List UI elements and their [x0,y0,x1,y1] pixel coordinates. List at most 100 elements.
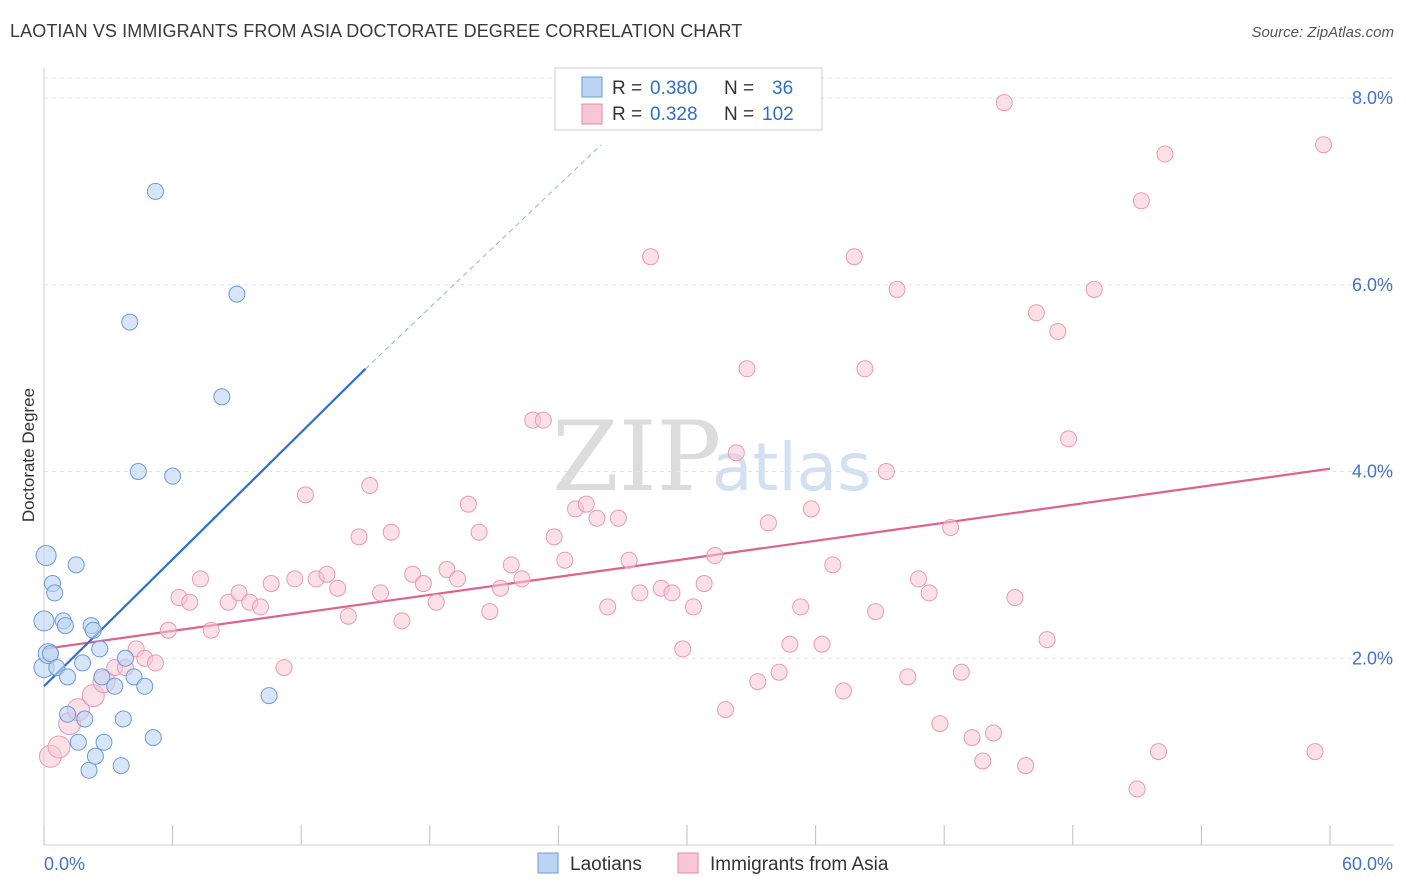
point-laotians [69,733,87,751]
point-laotians [56,617,74,635]
point-laotians [112,757,130,775]
point-immigrants-from-asia [867,603,885,621]
point-immigrants-from-asia [339,607,357,625]
point-immigrants-from-asia [663,584,681,602]
series-legend: Laotians Immigrants from Asia [537,852,889,875]
point-laotians [125,668,143,686]
legend-swatch-laotians [581,76,603,98]
point-laotians [41,645,59,663]
point-laotians [46,584,64,602]
point-laotians [86,747,104,765]
point-immigrants-from-asia [942,519,960,537]
point-immigrants-from-asia [1017,757,1035,775]
point-laotians [136,677,154,695]
point-immigrants-from-asia [1006,589,1024,607]
y-tick-label: 8.0% [1352,88,1393,108]
stats-legend: R = 0.380 N = 36 R = 0.328 N = 102 [554,67,823,131]
point-immigrants-from-asia [296,486,314,504]
point-immigrants-from-asia [361,477,379,495]
point-laotians [129,463,147,481]
point-immigrants-from-asia [556,551,574,569]
point-immigrants-from-asia [834,682,852,700]
point-laotians [228,285,246,303]
point-immigrants-from-asia [492,579,510,597]
point-laotians [33,610,55,632]
point-immigrants-from-asia [695,575,713,593]
point-immigrants-from-asia [984,724,1002,742]
point-immigrants-from-asia [781,635,799,653]
series-legend-swatch-laotians [537,852,559,874]
point-immigrants-from-asia [877,463,895,481]
point-immigrants-from-asia [631,584,649,602]
trend-line-immigrants [43,467,1331,651]
point-laotians [213,388,231,406]
point-immigrants-from-asia [502,556,520,574]
point-immigrants-from-asia [952,663,970,681]
point-immigrants-from-asia [609,509,627,527]
point-immigrants-from-asia [1315,136,1333,154]
y-axis-label: Doctorate Degree [19,388,38,522]
point-laotians [59,668,77,686]
point-immigrants-from-asia [920,584,938,602]
point-immigrants-from-asia [1060,430,1078,448]
point-immigrants-from-asia [393,612,411,630]
source-credit: Source: ZipAtlas.com [1251,24,1394,41]
point-immigrants-from-asia [588,509,606,527]
point-immigrants-from-asia [481,603,499,621]
point-immigrants-from-asia [792,598,810,616]
point-immigrants-from-asia [749,673,767,691]
x-axis-ticks [43,825,1331,845]
legend-n-label-2: N = [724,104,754,125]
point-laotians [76,710,94,728]
point-immigrants-from-asia [459,495,477,513]
point-immigrants-from-asia [717,701,735,719]
point-immigrants-from-asia [350,528,368,546]
point-immigrants-from-asia [824,556,842,574]
point-immigrants-from-asia [181,593,199,611]
point-laotians [84,621,102,639]
point-immigrants-from-asia [974,752,992,770]
point-immigrants-from-asia [318,565,336,583]
point-immigrants-from-asia [899,668,917,686]
point-immigrants-from-asia [1027,304,1045,322]
point-immigrants-from-asia [47,735,71,759]
legend-n-label-1: N = [724,78,754,99]
point-laotians [146,182,164,200]
point-immigrants-from-asia [706,547,724,565]
point-immigrants-from-asia [1128,780,1146,798]
legend-r-value-1: 0.380 [650,78,698,99]
point-immigrants-from-asia [1038,631,1056,649]
series-legend-label-immigrants: Immigrants from Asia [710,854,889,875]
point-immigrants-from-asia [534,411,552,429]
point-laotians [164,467,182,485]
point-immigrants-from-asia [329,579,347,597]
point-immigrants-from-asia [513,570,531,588]
point-immigrants-from-asia [620,551,638,569]
watermark-atlas: atlas [712,429,872,506]
point-immigrants-from-asia [759,514,777,532]
y-tick-label: 4.0% [1352,462,1393,482]
point-laotians [93,668,111,686]
point-immigrants-from-asia [159,621,177,639]
point-immigrants-from-asia [727,444,745,462]
point-immigrants-from-asia [674,640,692,658]
point-immigrants-from-asia [438,561,456,579]
point-laotians [121,313,139,331]
point-immigrants-from-asia [470,523,488,541]
x-tick-label-min: 0.0% [44,854,85,874]
point-immigrants-from-asia [642,248,660,266]
point-immigrants-from-asia [909,570,927,588]
point-laotians [67,556,85,574]
point-immigrants-from-asia [404,565,422,583]
point-immigrants-from-asia [1132,192,1150,210]
point-laotians [144,729,162,747]
point-immigrants-from-asia [262,575,280,593]
series-legend-label-laotians: Laotians [570,854,642,875]
legend-n-value-1: 36 [772,78,793,99]
grid-lines [44,77,1393,659]
point-immigrants-from-asia [770,663,788,681]
x-tick-label-max: 60.0% [1342,854,1393,874]
point-immigrants-from-asia [1150,743,1168,761]
point-immigrants-from-asia [845,248,863,266]
